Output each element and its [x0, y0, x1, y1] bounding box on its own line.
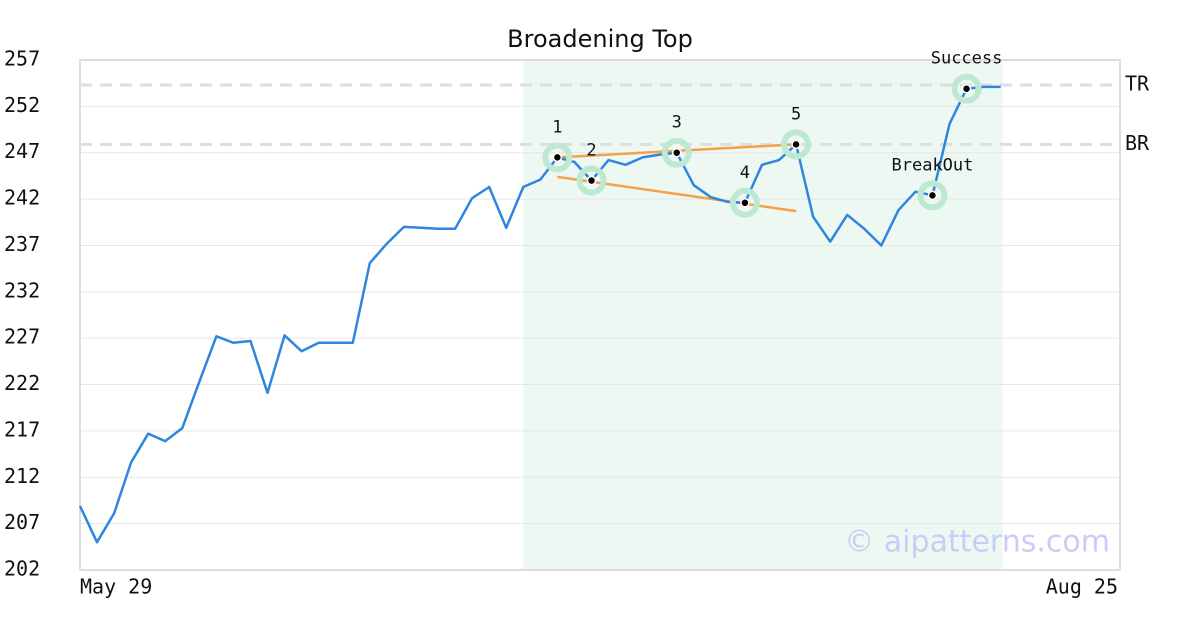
- y-tick-label: 222: [4, 371, 40, 395]
- pattern-point-label: 3: [672, 113, 682, 133]
- y-tick-label: 232: [4, 278, 40, 302]
- y-tick-label: 247: [4, 139, 40, 163]
- pattern-point: [961, 83, 972, 94]
- pattern-point-halo: [661, 137, 692, 168]
- pattern-point-label: 5: [791, 104, 801, 124]
- plot-border: [79, 59, 1121, 571]
- pattern-point-halo: [781, 129, 812, 160]
- y-tick-label: 207: [4, 510, 40, 534]
- price-line: [78, 85, 1001, 544]
- pattern-point: [671, 147, 682, 158]
- pattern-point-label: Success: [931, 49, 1003, 69]
- pattern-point-label: 2: [586, 141, 596, 161]
- watermark: © aipatterns.com: [844, 525, 1110, 560]
- y-tick-label: 212: [4, 464, 40, 488]
- y-tick-label: 252: [4, 93, 40, 117]
- y-tick-label: 217: [4, 417, 40, 441]
- pattern-point-halo: [729, 187, 760, 218]
- reference-label: TR: [1125, 72, 1150, 96]
- x-tick-label: Aug 25: [1046, 575, 1118, 599]
- chart-title: Broadening Top: [507, 25, 693, 53]
- x-tick-label: May 29: [80, 575, 152, 599]
- pattern-point: [791, 139, 801, 150]
- y-tick-label: 242: [4, 186, 40, 210]
- pattern-point-halo: [542, 142, 573, 173]
- pattern-point-label: 1: [552, 117, 562, 137]
- y-tick-label: 202: [4, 557, 40, 581]
- pattern-point-halo: [951, 73, 982, 104]
- highlight-region: [523, 60, 1003, 570]
- pattern-point-label: BreakOut: [892, 155, 974, 175]
- pattern-point-halo: [576, 165, 607, 196]
- y-tick-label: 227: [4, 325, 40, 349]
- reference-label: BR: [1125, 131, 1150, 155]
- y-tick-label: 257: [4, 47, 40, 71]
- pattern-point-halo: [917, 180, 948, 211]
- pattern-point: [740, 198, 750, 208]
- y-tick-label: 237: [4, 232, 40, 256]
- pattern-point: [927, 190, 938, 201]
- pattern-point: [552, 152, 563, 163]
- pattern-point: [586, 175, 597, 186]
- pattern-point-label: 4: [740, 163, 750, 183]
